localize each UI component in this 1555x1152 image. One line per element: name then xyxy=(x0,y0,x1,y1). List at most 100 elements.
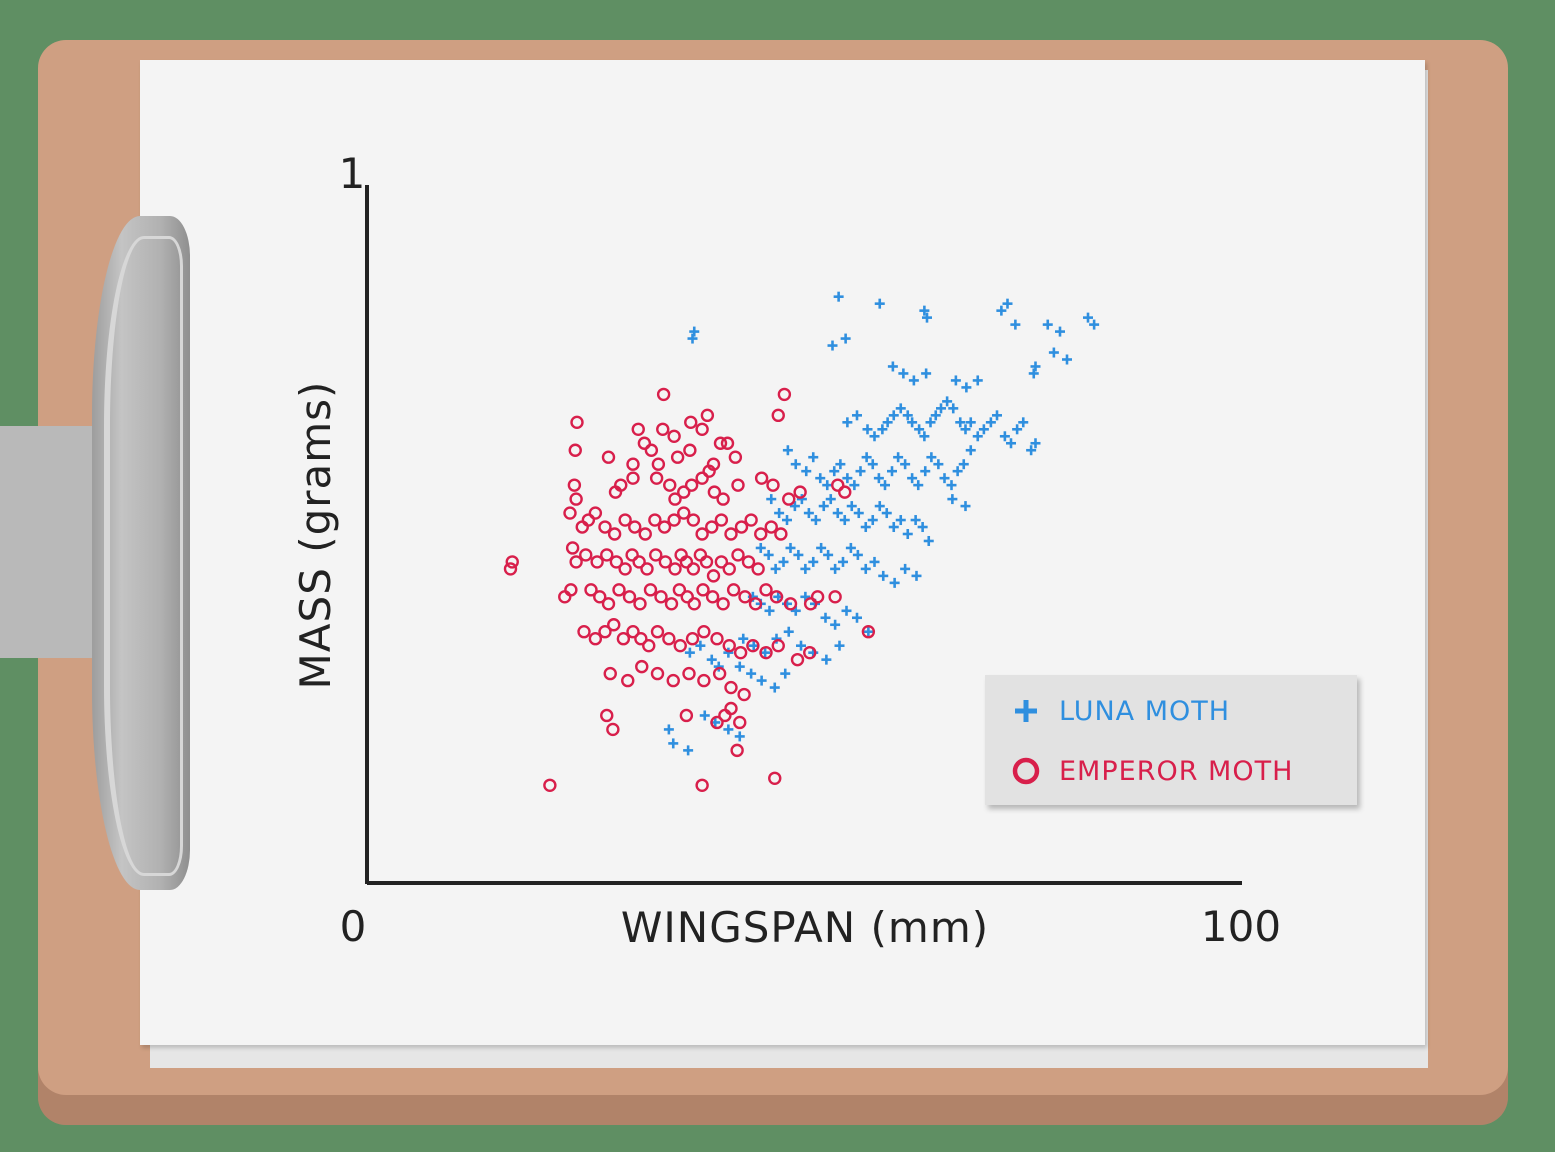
emperor-moth-point xyxy=(651,457,666,471)
luna-moth-point xyxy=(723,647,734,658)
luna-moth-point xyxy=(746,668,757,679)
luna-moth-point xyxy=(713,661,724,672)
luna-moth-point xyxy=(852,549,863,560)
emperor-moth-point xyxy=(696,583,710,597)
emperor-moth-point xyxy=(633,597,647,611)
luna-moth-point xyxy=(841,605,852,616)
luna-moth-point xyxy=(760,647,771,658)
emperor-moth-point xyxy=(666,673,680,688)
luna-moth-point xyxy=(960,501,971,512)
emperor-moth-point xyxy=(637,436,652,450)
luna-moth-point xyxy=(919,305,930,316)
luna-moth-point xyxy=(840,333,851,344)
luna-moth-point xyxy=(895,403,906,414)
luna-moth-point xyxy=(756,675,767,686)
luna-moth-point xyxy=(668,738,679,749)
emperor-moth-point xyxy=(577,625,591,639)
emperor-moth-point xyxy=(590,555,604,569)
emperor-moth-point xyxy=(810,590,825,604)
luna-moth-point xyxy=(774,508,785,519)
x-axis-title: WINGSPAN (mm) xyxy=(621,903,989,952)
emperor-moth-point xyxy=(643,583,658,597)
emperor-moth-point xyxy=(616,632,631,646)
emperor-moth-point xyxy=(621,673,635,688)
luna-moth-point xyxy=(1030,438,1041,449)
luna-moth-point xyxy=(913,480,924,491)
luna-moth-point xyxy=(1018,417,1029,428)
emperor-moth-point xyxy=(569,492,583,506)
emperor-moth-point xyxy=(683,443,697,457)
emperor-moth-point xyxy=(838,485,852,499)
luna-moth-point xyxy=(869,556,880,567)
luna-moth-point xyxy=(965,417,976,428)
emperor-moth-point xyxy=(640,562,654,576)
luna-moth-point xyxy=(1062,354,1072,365)
emperor-moth-point xyxy=(658,555,673,569)
emperor-moth-point xyxy=(603,666,617,681)
luna-moth-point xyxy=(852,612,862,623)
luna-moth-point xyxy=(919,431,930,442)
emperor-moth-point xyxy=(733,715,747,730)
luna-moth-point xyxy=(925,417,936,428)
luna-moth-point xyxy=(1006,438,1016,449)
emperor-moth-point xyxy=(626,625,640,639)
emperor-moth-point xyxy=(771,408,785,423)
luna-moth-point xyxy=(1002,298,1013,309)
luna-moth-point xyxy=(782,515,792,526)
emperor-moth-point xyxy=(771,638,785,653)
emperor-moth-point xyxy=(672,583,687,597)
luna-moth-point xyxy=(783,626,794,637)
luna-moth-point xyxy=(853,508,864,519)
luna-moth-point xyxy=(808,452,819,463)
luna-moth-point xyxy=(942,396,953,407)
emperor-moth-point xyxy=(731,548,745,562)
emperor-moth-point xyxy=(567,478,582,492)
emperor-moth-point xyxy=(609,555,624,569)
luna-moth-point xyxy=(950,375,961,386)
luna-moth-point xyxy=(1026,445,1037,456)
emperor-moth-point xyxy=(668,562,682,576)
luna-moth-point xyxy=(821,654,832,665)
luna-moth-point xyxy=(835,459,846,470)
emperor-moth-point xyxy=(662,632,676,646)
emperor-moth-point xyxy=(686,562,701,576)
luna-moth-point xyxy=(946,480,957,491)
luna-moth-point xyxy=(778,556,789,567)
emperor-moth-point xyxy=(793,485,807,499)
emperor-moth-point xyxy=(684,415,698,430)
luna-moth-point xyxy=(816,542,827,553)
luna-moth-point xyxy=(939,473,950,484)
luna-moth-point xyxy=(748,640,759,651)
luna-moth-point xyxy=(771,633,782,644)
emperor-moth-point xyxy=(673,638,687,653)
emperor-moth-point xyxy=(650,666,665,681)
emperor-moth-point xyxy=(695,778,709,792)
luna-moth-point xyxy=(922,312,932,323)
emperor-moth-point xyxy=(638,527,652,541)
luna-moth-point xyxy=(663,724,674,735)
luna-moth-point xyxy=(862,424,873,435)
emperor-moth-point xyxy=(600,708,614,723)
emperor-moth-point xyxy=(724,680,738,695)
luna-moth-point xyxy=(978,424,989,435)
luna-moth-point xyxy=(803,508,814,519)
emperor-moth-point xyxy=(783,597,798,611)
emperor-moth-point xyxy=(766,478,780,492)
luna-moth-point xyxy=(834,640,845,651)
luna-moth-point xyxy=(887,361,898,372)
emperor-moth-point xyxy=(728,450,743,464)
emperor-moth-point xyxy=(831,478,845,492)
luna-moth-point xyxy=(1030,361,1041,372)
luna-moth-point xyxy=(923,535,934,546)
emperor-moth-point xyxy=(581,513,596,527)
emperor-moth-point xyxy=(746,638,760,653)
emperor-moth-point xyxy=(601,450,616,464)
emperor-moth-point xyxy=(667,429,681,443)
luna-moth-point xyxy=(845,542,856,553)
luna-moth-point xyxy=(965,445,976,456)
luna-moth-point xyxy=(833,291,844,302)
luna-moth-point xyxy=(895,515,906,526)
luna-moth-point xyxy=(825,494,836,505)
emperor-moth-point xyxy=(618,562,632,576)
